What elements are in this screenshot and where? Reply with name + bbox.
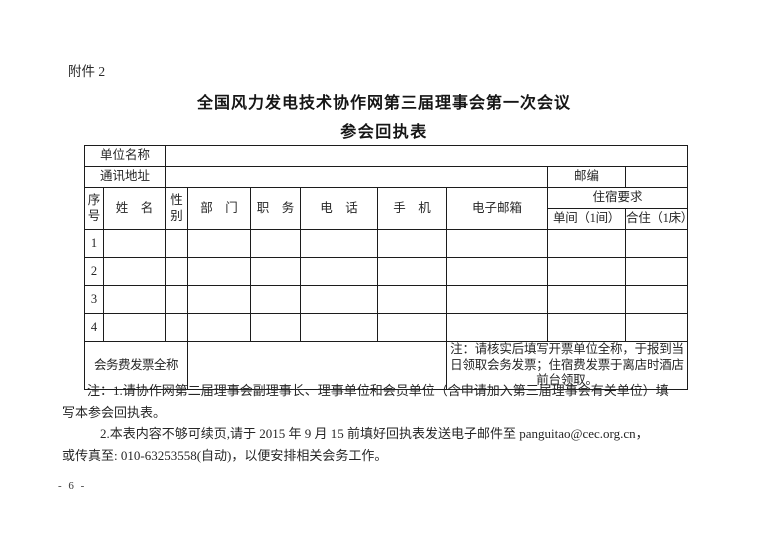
- seq-cell: 3: [84, 285, 104, 314]
- col-header-email: 电子邮箱: [446, 187, 549, 230]
- note-line: 写本参会回执表。: [62, 404, 167, 420]
- address-row: 通讯地址 邮编: [83, 166, 689, 188]
- seq-cell: 4: [84, 313, 104, 342]
- empty-cell: [165, 313, 189, 342]
- empty-cell: [102, 229, 167, 258]
- document-subtitle: 参会回执表: [340, 124, 428, 141]
- empty-cell: [300, 257, 379, 286]
- empty-cell: [377, 285, 448, 314]
- empty-cell: [165, 229, 189, 258]
- col-header-shared-room: 合住（1床）: [625, 208, 689, 230]
- empty-cell: [250, 229, 302, 258]
- unit-name-row: 单位名称: [83, 145, 689, 167]
- empty-cell: [187, 313, 252, 342]
- notes-block: 注：1.请协作网第二届理事会副理事长、理事单位和会员单位（含申请加入第三届理事会…: [62, 380, 752, 466]
- col-header-single-room: 单间（1间）: [547, 208, 627, 230]
- col-header-department: 部 门: [187, 187, 252, 230]
- empty-cell: [625, 257, 689, 286]
- table-row: 2: [84, 257, 689, 286]
- empty-cell: [300, 229, 379, 258]
- table-row: 1: [84, 229, 689, 258]
- empty-cell: [250, 313, 302, 342]
- empty-cell: [446, 285, 549, 314]
- empty-cell: [250, 285, 302, 314]
- empty-cell: [446, 257, 549, 286]
- note-line: 或传真至: 010-63253558(自动)，以便安排相关会务工作。: [62, 447, 388, 463]
- note-line: 2.本表内容不够可续页,请于 2015 年 9 月 15 前填好回执表发送电子邮…: [100, 426, 649, 441]
- empty-cell: [187, 257, 252, 286]
- table-row: 3: [84, 285, 689, 314]
- empty-cell: [187, 285, 252, 314]
- address-label-cell: 通讯地址: [83, 166, 167, 188]
- invoice-value-cell: [187, 341, 448, 390]
- unit-name-value-cell: [165, 145, 689, 167]
- empty-cell: [377, 313, 448, 342]
- empty-cell: [547, 257, 627, 286]
- empty-cell: [446, 229, 549, 258]
- empty-cell: [250, 257, 302, 286]
- document-title: 全国风力发电技术协作网第三届理事会第一次会议: [196, 95, 571, 112]
- empty-cell: [547, 229, 627, 258]
- empty-cell: [377, 229, 448, 258]
- empty-cell: [165, 285, 189, 314]
- empty-cell: [300, 313, 379, 342]
- empty-cell: [547, 313, 627, 342]
- col-header-name: 姓 名: [102, 187, 167, 230]
- empty-cell: [102, 285, 167, 314]
- col-header-seq: 序号: [84, 187, 104, 230]
- postcode-value-cell: [625, 166, 689, 188]
- invoice-row: 会务费发票全称 注：请核实后填写开票单位全称，于报到当日领取会务发票；住宿费发票…: [83, 341, 689, 390]
- empty-cell: [446, 313, 549, 342]
- invoice-note-cell: 注：请核实后填写开票单位全称，于报到当日领取会务发票；住宿费发票于离店时酒店前台…: [446, 341, 689, 390]
- table-row: 4: [84, 313, 689, 342]
- empty-cell: [102, 313, 167, 342]
- empty-cell: [625, 285, 689, 314]
- col-header-mobile: 手 机: [377, 187, 448, 230]
- empty-cell: [377, 257, 448, 286]
- col-header-phone: 电 话: [300, 187, 379, 230]
- seq-cell: 2: [84, 257, 104, 286]
- address-value-cell: [165, 166, 549, 188]
- empty-cell: [300, 285, 379, 314]
- empty-cell: [187, 229, 252, 258]
- unit-name-label-cell: 单位名称: [83, 145, 167, 167]
- invoice-label-cell: 会务费发票全称: [83, 341, 189, 390]
- empty-cell: [102, 257, 167, 286]
- page-number: - 6 -: [58, 480, 87, 492]
- empty-cell: [625, 313, 689, 342]
- attachment-label: 附件 2: [68, 64, 106, 79]
- postcode-label-cell: 邮编: [547, 166, 627, 188]
- empty-cell: [547, 285, 627, 314]
- header-row: 序号 姓 名 性别 部 门 职 务 电 话 手 机 电子邮箱 住宿要求: [84, 187, 689, 230]
- note-line: 注：1.请协作网第二届理事会副理事长、理事单位和会员单位（含申请加入第三届理事会…: [87, 383, 669, 398]
- col-header-gender: 性别: [165, 187, 189, 230]
- reply-form-table: 单位名称 通讯地址 邮编 序号 姓 名 性别 部 门 职 务 电 话 手 机 电…: [83, 145, 689, 390]
- empty-cell: [165, 257, 189, 286]
- col-header-position: 职 务: [250, 187, 302, 230]
- empty-cell: [625, 229, 689, 258]
- col-header-accommodation: 住宿要求: [547, 187, 689, 209]
- seq-cell: 1: [84, 229, 104, 258]
